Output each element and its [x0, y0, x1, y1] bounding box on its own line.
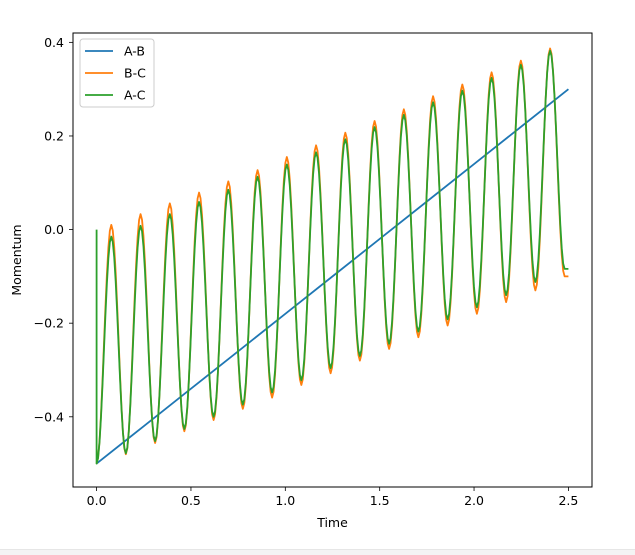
legend: A-B B-C A-C	[79, 38, 155, 108]
legend-label-a-c: A-C	[124, 88, 146, 103]
y-tick-label: 0.4	[44, 35, 64, 50]
series-lines	[95, 47, 569, 465]
plot-frame	[72, 32, 593, 488]
x-tick-label: 2.5	[558, 493, 578, 508]
x-tick-label: 1.0	[275, 493, 295, 508]
legend-label-b-c: B-C	[124, 66, 146, 81]
series-line-a-c	[95, 49, 569, 465]
y-tick-label: −0.2	[34, 316, 64, 331]
x-axis-label: Time	[316, 515, 348, 530]
x-tick-label: 0.0	[87, 493, 107, 508]
window-bottom-edge	[0, 549, 635, 555]
y-axis: −0.4 −0.2 0.0 0.2 0.4	[34, 35, 73, 424]
legend-box	[79, 38, 155, 108]
y-tick-label: 0.2	[44, 128, 64, 143]
y-tick-label: 0.0	[44, 222, 64, 237]
series-line-a-b	[96, 88, 569, 465]
x-tick-label: 2.0	[464, 493, 484, 508]
legend-label-a-b: A-B	[124, 44, 145, 59]
series-line-b-c	[95, 47, 569, 464]
x-tick-label: 0.5	[181, 493, 201, 508]
x-tick-label: 1.5	[370, 493, 390, 508]
x-axis: 0.0 0.5 1.0 1.5 2.0 2.5	[87, 487, 578, 508]
y-axis-label: Momentum	[9, 224, 24, 295]
y-tick-label: −0.4	[34, 409, 64, 424]
